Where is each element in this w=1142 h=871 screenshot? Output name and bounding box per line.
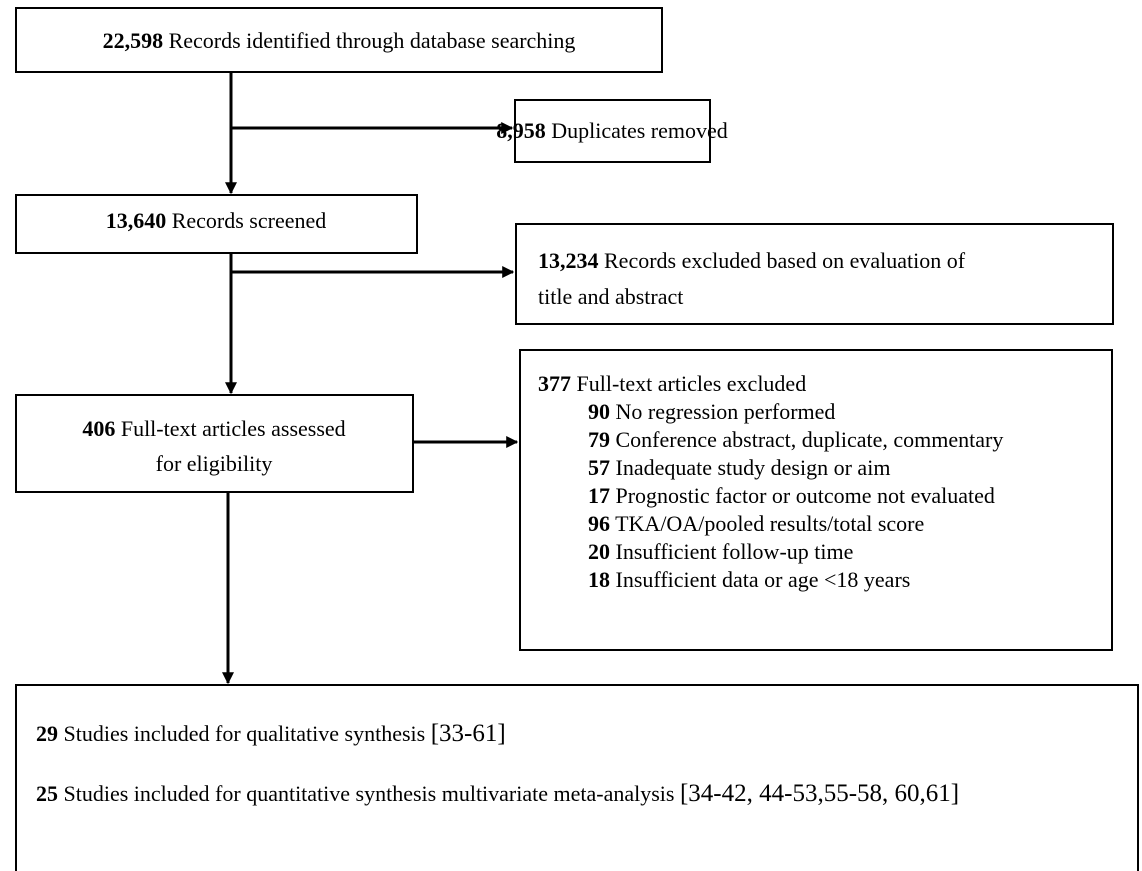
box-assessed bbox=[15, 394, 414, 493]
included-items: 29 Studies included for qualitative synt… bbox=[36, 720, 959, 807]
count: 57 bbox=[588, 455, 610, 480]
label: Full-text articles assessed bbox=[121, 416, 346, 441]
count: 20 bbox=[588, 539, 610, 564]
label: Insufficient follow-up time bbox=[616, 539, 854, 564]
label: Records excluded based on evaluation of bbox=[604, 248, 966, 273]
count: 13,640 bbox=[106, 208, 167, 233]
node-text: 377 Full-text articles excluded bbox=[538, 371, 806, 396]
count: 90 bbox=[588, 399, 610, 424]
count: 17 bbox=[588, 483, 610, 508]
label: Conference abstract, duplicate, commenta… bbox=[616, 427, 1004, 452]
count: 79 bbox=[588, 427, 610, 452]
count: 8,958 bbox=[496, 118, 546, 143]
node-text: 90 No regression performed bbox=[588, 399, 835, 424]
label: Studies included for qualitative synthes… bbox=[64, 721, 426, 746]
node-text: 13,640 Records screened bbox=[106, 208, 327, 233]
label: No regression performed bbox=[616, 399, 836, 424]
count: 13,234 bbox=[538, 248, 599, 273]
count: 29 bbox=[36, 721, 58, 746]
count: 377 bbox=[538, 371, 571, 396]
node-text: 22,598 Records identified through databa… bbox=[103, 28, 576, 53]
node-text: 17 Prognostic factor or outcome not eval… bbox=[588, 483, 995, 508]
node-text: 25 Studies included for quantitative syn… bbox=[36, 780, 959, 807]
box-screened bbox=[15, 194, 418, 254]
label: Records identified through database sear… bbox=[169, 28, 576, 53]
node-text: 79 Conference abstract, duplicate, comme… bbox=[588, 427, 1003, 452]
node-text: 96 TKA/OA/pooled results/total score bbox=[588, 511, 924, 536]
count: 25 bbox=[36, 781, 58, 806]
count: 406 bbox=[82, 416, 115, 441]
label: Insufficient data or age <18 years bbox=[616, 567, 911, 592]
label: for eligibility bbox=[156, 451, 273, 476]
label: Records screened bbox=[172, 208, 327, 233]
refs: [34-42, 44-53,55-58, 60,61] bbox=[680, 780, 959, 807]
label: Full-text articles excluded bbox=[577, 371, 807, 396]
box-excluded-fulltext bbox=[519, 349, 1113, 651]
label: title and abstract bbox=[538, 284, 683, 309]
node-text: 406 Full-text articles assessed bbox=[82, 416, 345, 441]
node-text: 13,234 Records excluded based on evaluat… bbox=[538, 248, 966, 273]
node-text: 29 Studies included for qualitative synt… bbox=[36, 720, 506, 747]
label: Duplicates removed bbox=[551, 118, 728, 143]
box-duplicates bbox=[514, 99, 711, 163]
count: 18 bbox=[588, 567, 610, 592]
label: TKA/OA/pooled results/total score bbox=[615, 511, 924, 536]
label: Inadequate study design or aim bbox=[616, 455, 891, 480]
label: Prognostic factor or outcome not evaluat… bbox=[616, 483, 995, 508]
node-text: 20 Insufficient follow-up time bbox=[588, 539, 853, 564]
node-text: 18 Insufficient data or age <18 years bbox=[588, 567, 910, 592]
box-included bbox=[15, 684, 1139, 871]
refs: [33-61] bbox=[431, 720, 506, 747]
box-excluded-abstract bbox=[515, 223, 1114, 325]
box-identified bbox=[15, 7, 663, 73]
node-text: 8,958 Duplicates removed bbox=[496, 118, 728, 143]
label: Studies included for quantitative synthe… bbox=[64, 781, 675, 806]
node-text: 57 Inadequate study design or aim bbox=[588, 455, 890, 480]
count: 22,598 bbox=[103, 28, 164, 53]
count: 96 bbox=[588, 511, 610, 536]
